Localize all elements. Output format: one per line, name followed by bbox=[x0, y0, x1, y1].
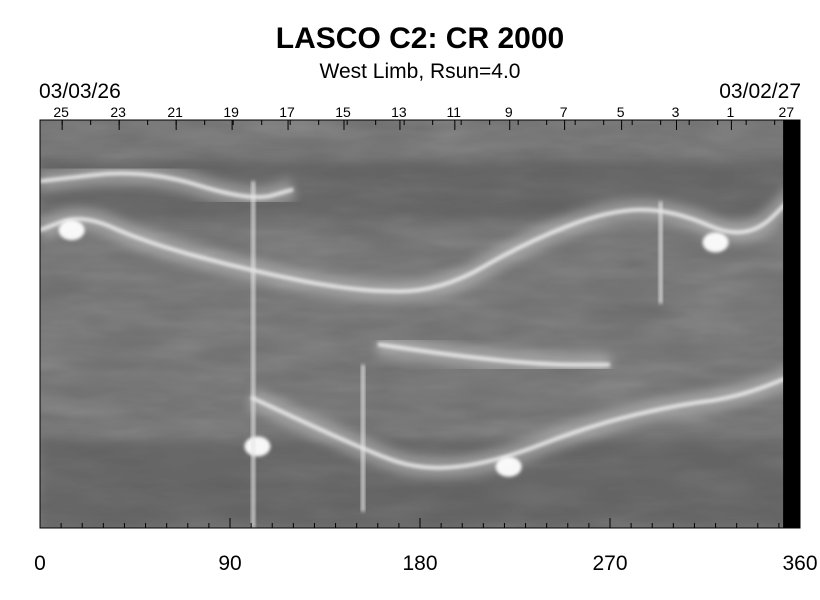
x-tick-label: 0 bbox=[34, 552, 46, 575]
bright-blob bbox=[495, 456, 522, 477]
heatmap-area bbox=[40, 120, 800, 528]
streamer bbox=[377, 342, 610, 367]
day-tick-label: 27 bbox=[779, 104, 795, 120]
day-tick-label: 3 bbox=[672, 104, 680, 120]
heatmap-dark-band bbox=[40, 440, 800, 528]
vertical-streak bbox=[361, 364, 365, 512]
vertical-streak bbox=[251, 181, 256, 528]
no-data-region bbox=[783, 120, 800, 528]
chart-subtitle: West Limb, Rsun=4.0 bbox=[320, 60, 521, 83]
bright-blob bbox=[244, 436, 271, 457]
day-tick-label: 15 bbox=[335, 104, 351, 120]
chart-title: LASCO C2: CR 2000 bbox=[276, 22, 564, 55]
bottom-x-axis: 0 90 180 270 360 bbox=[34, 518, 818, 575]
day-tick-label: 25 bbox=[53, 104, 69, 120]
top-day-axis: 25 23 21 19 17 15 13 11 9 7 5 3 1 27 bbox=[53, 104, 794, 130]
x-tick-label: 270 bbox=[592, 552, 627, 575]
streamer bbox=[40, 171, 294, 200]
day-tick-label: 21 bbox=[167, 104, 183, 120]
day-tick-label: 5 bbox=[617, 104, 625, 120]
day-tick-label: 19 bbox=[223, 104, 239, 120]
bright-blob bbox=[58, 220, 85, 241]
streamer bbox=[250, 371, 800, 470]
day-tick-label: 23 bbox=[110, 104, 126, 120]
bright-blob bbox=[702, 232, 729, 253]
x-tick-label: 90 bbox=[218, 552, 241, 575]
day-tick-label: 1 bbox=[726, 104, 734, 120]
day-tick-label: 11 bbox=[447, 104, 462, 120]
x-tick-label: 180 bbox=[402, 552, 437, 575]
day-tick-label: 13 bbox=[391, 104, 407, 120]
day-tick-label: 9 bbox=[505, 104, 513, 120]
day-tick-label: 7 bbox=[560, 104, 568, 120]
start-date-label: 03/03/26 bbox=[39, 80, 121, 103]
vertical-streak bbox=[658, 201, 663, 304]
features-layer bbox=[40, 162, 800, 528]
end-date-label: 03/02/27 bbox=[719, 80, 801, 103]
x-tick-label: 360 bbox=[782, 552, 817, 575]
day-tick-label: 17 bbox=[279, 104, 295, 120]
